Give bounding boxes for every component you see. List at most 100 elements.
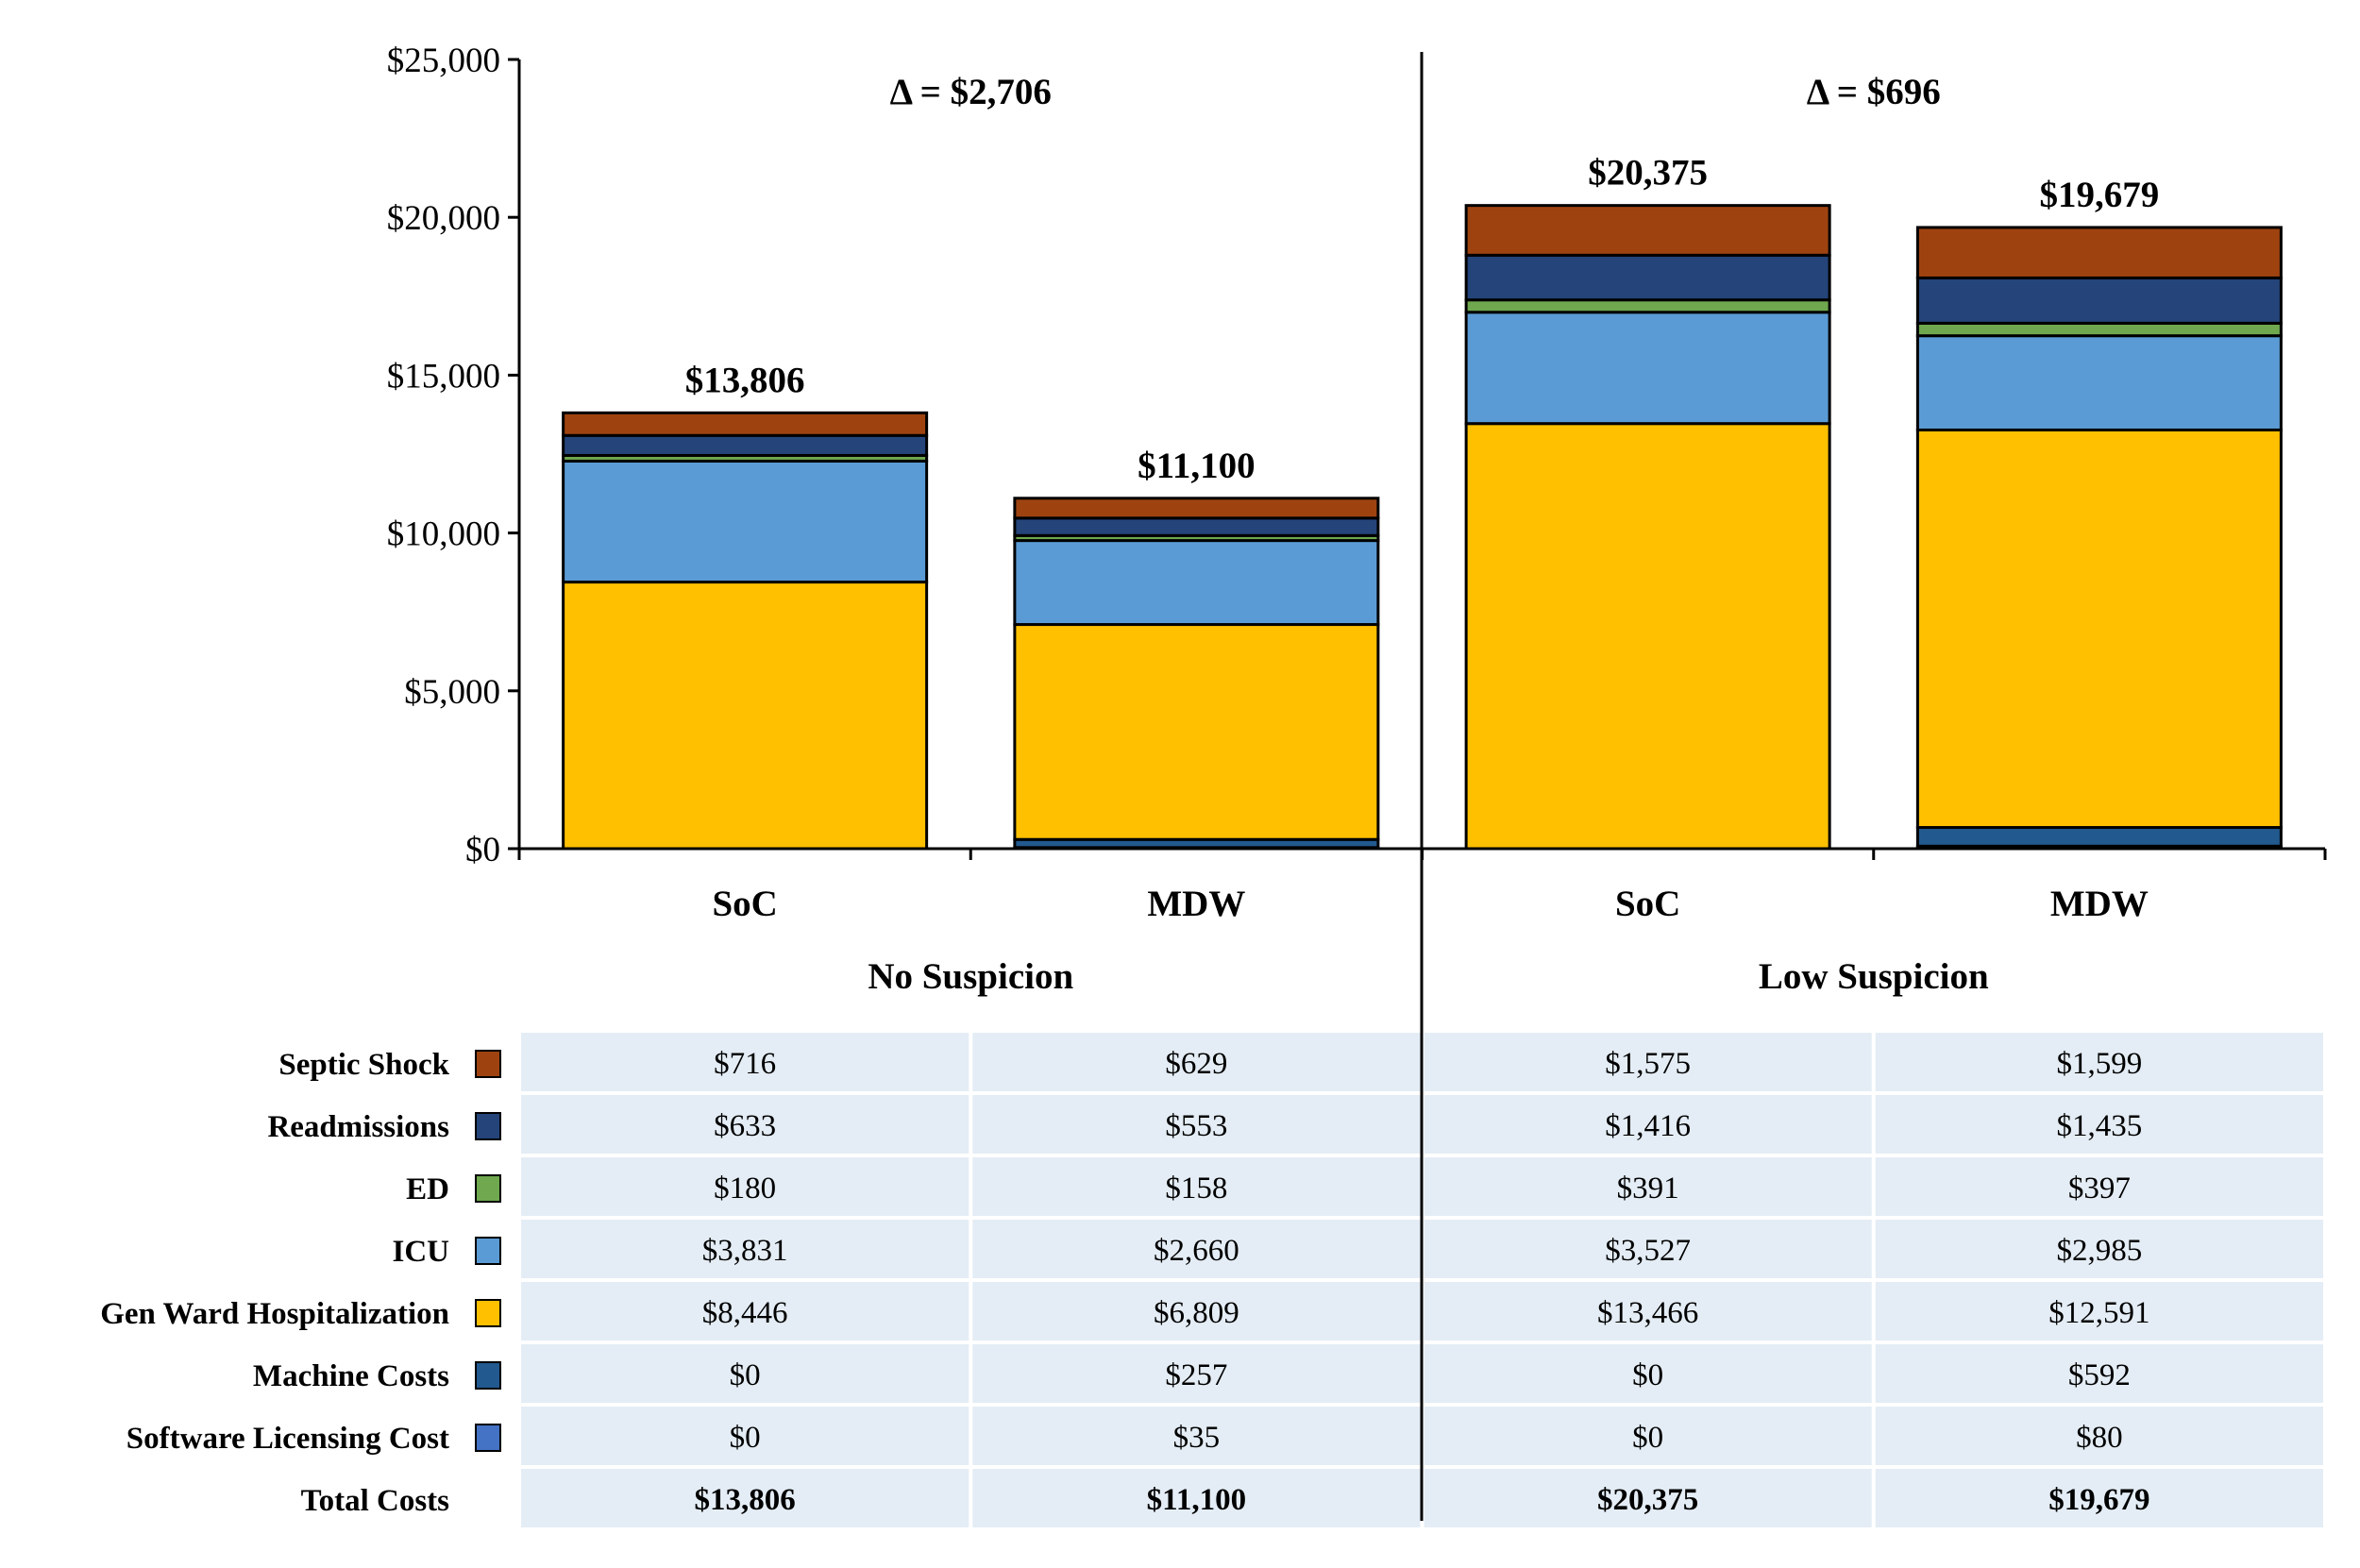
table-row-label: ICU — [392, 1235, 449, 1269]
bar-segment-gen-ward-hospitalization — [1915, 428, 2283, 830]
bars-layer — [562, 204, 2283, 851]
table-cell-value: $716 — [714, 1047, 776, 1081]
data-table: Septic Shock $716 $629 $1,575 $1,599 Readmiss… — [100, 1029, 2323, 1527]
table-cell-bg — [1424, 1095, 1872, 1154]
bar-segment-readmissions — [1013, 516, 1380, 537]
bar-segment-readmissions — [1464, 253, 1831, 302]
table-cell-value: $397 — [2068, 1172, 2131, 1206]
table-cell-value: $553 — [1165, 1109, 1227, 1143]
table-cell-value: $8,446 — [702, 1296, 788, 1330]
table-cell-bg — [1424, 1407, 1872, 1465]
table-cell-value: $13,466 — [1597, 1296, 1698, 1330]
table-cell-bg — [521, 1095, 969, 1154]
table-cell-bg — [1875, 1220, 2323, 1278]
table-cell-bg — [521, 1157, 969, 1216]
table-cell-value: $592 — [2068, 1358, 2131, 1392]
x-category-label: MDW — [1147, 884, 1245, 924]
table-cell-bg — [1424, 1033, 1872, 1091]
table-cell-value: $0 — [1632, 1358, 1663, 1392]
table-cell-bg — [521, 1469, 969, 1527]
legend-swatch — [475, 1299, 501, 1327]
table-cell-value: $3,527 — [1605, 1234, 1691, 1268]
x-category-label: MDW — [2050, 884, 2149, 924]
bar-segment-gen-ward-hospitalization — [1464, 422, 1831, 851]
table-cell-value: $2,985 — [2057, 1234, 2143, 1268]
table-cell-bg — [972, 1033, 1421, 1091]
bar-segment-icu — [562, 459, 929, 584]
table-cell-value: $2,660 — [1154, 1234, 1239, 1268]
bar-total-label: $19,679 — [2040, 175, 2160, 215]
bar-segment-gen-ward-hospitalization — [562, 581, 929, 851]
bar-segment-icu — [1013, 539, 1380, 627]
table-row-label: Machine Costs — [253, 1359, 449, 1393]
table-cell-bg — [1424, 1282, 1872, 1340]
bar-segment-readmissions — [1915, 276, 2283, 325]
table-cell-bg — [1875, 1344, 2323, 1403]
table-cell-bg — [1424, 1157, 1872, 1216]
table-cell-bg — [972, 1220, 1421, 1278]
legend-swatch — [475, 1361, 501, 1390]
table-cell-bg — [972, 1469, 1421, 1527]
table-cell-bg — [1424, 1220, 1872, 1278]
table-cell-bg — [1424, 1344, 1872, 1403]
table-cell-bg — [521, 1033, 969, 1091]
table-cell-bg — [521, 1407, 969, 1465]
table-cell-value: $180 — [714, 1172, 776, 1206]
legend-swatch — [475, 1112, 501, 1140]
table-cell-value: $35 — [1173, 1421, 1221, 1455]
y-tick-label: $25,000 — [387, 42, 500, 80]
table-cell-value: $0 — [730, 1421, 761, 1455]
labels-layer: $13,806 SoC $11,100 MDW $20,375 SoC $19,679 MDW… — [685, 72, 2160, 997]
y-tick-label: $0 — [465, 831, 500, 869]
table-cell-value: $0 — [1632, 1421, 1663, 1455]
delta-annotation: Δ = $696 — [1807, 72, 1941, 112]
table-cell-value: $1,599 — [2057, 1047, 2143, 1081]
table-cell-value: $13,806 — [695, 1483, 796, 1517]
table-cell-bg — [1875, 1469, 2323, 1527]
bar-segment-septic-shock — [1013, 497, 1380, 520]
table-cell-bg — [1875, 1033, 2323, 1091]
table-cell-bg — [1875, 1095, 2323, 1154]
y-tick-label: $5,000 — [404, 673, 500, 712]
bar-segment-icu — [1464, 311, 1831, 426]
table-cell-bg — [521, 1220, 969, 1278]
group-label: Low Suspicion — [1759, 956, 1989, 997]
table-cell-bg — [1875, 1157, 2323, 1216]
delta-annotation: Δ = $2,706 — [890, 72, 1052, 112]
table-cell-value: $1,575 — [1605, 1047, 1691, 1081]
bar-segment-gen-ward-hospitalization — [1013, 623, 1380, 841]
legend-swatch — [475, 1424, 501, 1452]
bar-total-label: $13,806 — [685, 360, 805, 400]
table-cell-value: $158 — [1165, 1172, 1227, 1206]
table-cell-value: $19,679 — [2048, 1483, 2149, 1517]
table-cell-bg — [1424, 1469, 1872, 1527]
table-cell-value: $257 — [1165, 1358, 1227, 1392]
legend-swatch — [475, 1174, 501, 1203]
table-cell-value: $391 — [1617, 1172, 1679, 1206]
y-tick-label: $10,000 — [387, 515, 500, 554]
bar-segment-septic-shock — [1915, 226, 2283, 279]
table-cell-bg — [521, 1282, 969, 1340]
table-cell-bg — [972, 1407, 1421, 1465]
table-cell-value: $6,809 — [1154, 1296, 1239, 1330]
table-cell-value: $629 — [1165, 1047, 1227, 1081]
table-row-label: Software Licensing Cost — [126, 1422, 449, 1456]
table-cell-value: $0 — [730, 1358, 761, 1392]
x-category-label: SoC — [712, 884, 777, 924]
table-cell-bg — [521, 1344, 969, 1403]
table-cell-value: $11,100 — [1147, 1483, 1246, 1517]
bar-total-label: $20,375 — [1588, 153, 1708, 194]
table-row-label: Gen Ward Hospitalization — [100, 1297, 449, 1331]
table-cell-value: $20,375 — [1597, 1483, 1698, 1517]
table-cell-bg — [972, 1157, 1421, 1216]
table-cell-value: $1,416 — [1605, 1109, 1691, 1143]
bar-segment-readmissions — [562, 433, 929, 457]
bar-segment-septic-shock — [562, 411, 929, 437]
table-cell-bg — [1875, 1407, 2323, 1465]
bar-segment-septic-shock — [1464, 204, 1831, 257]
table-cell-value: $3,831 — [702, 1234, 788, 1268]
table-row-label: Total Costs — [301, 1484, 450, 1518]
table-row-label: ED — [406, 1172, 449, 1206]
legend-swatch — [475, 1050, 501, 1078]
